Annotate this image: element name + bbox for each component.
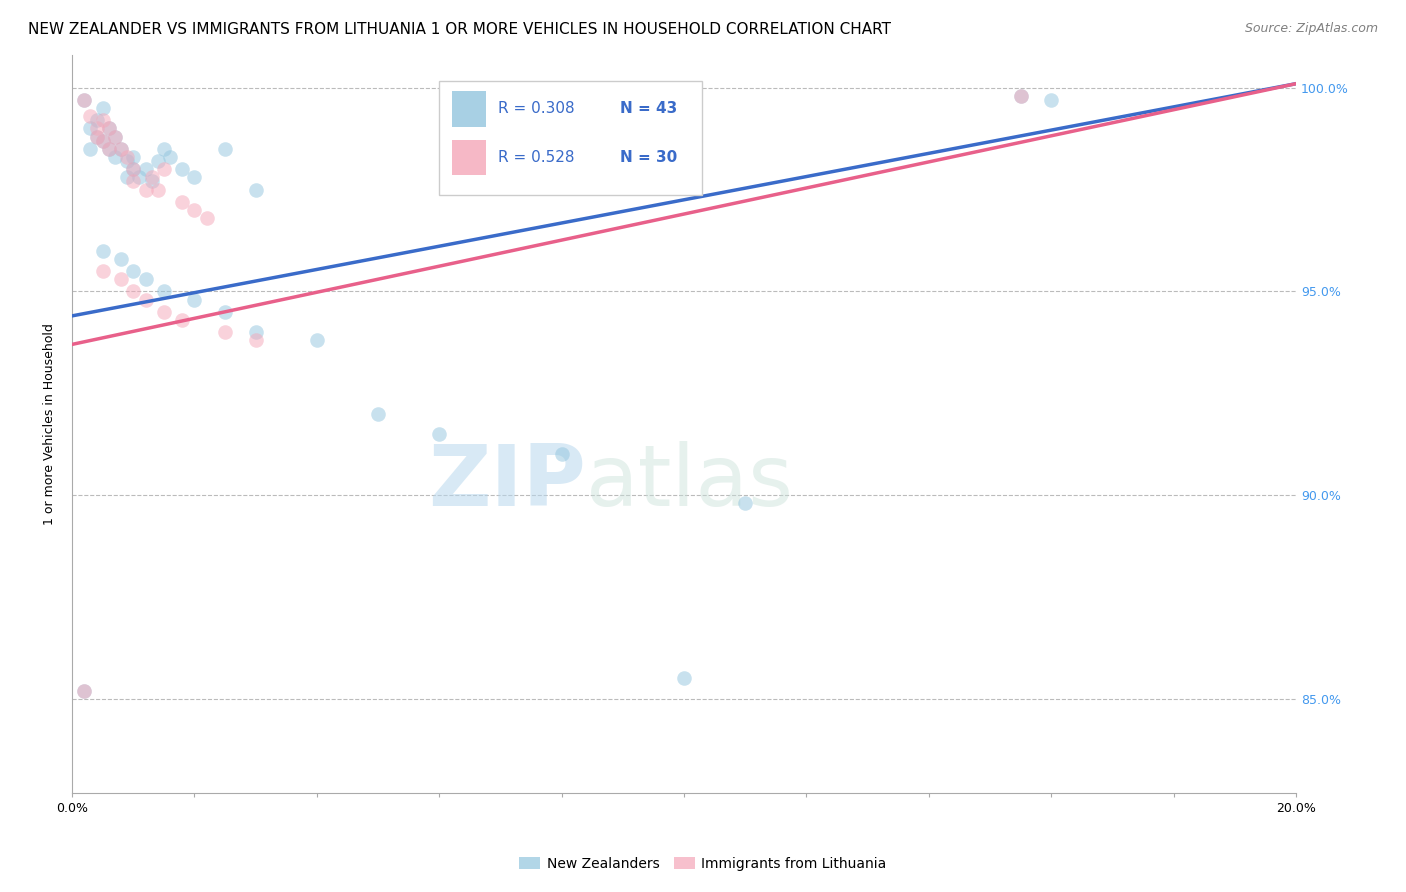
Text: R = 0.308: R = 0.308: [498, 102, 575, 117]
Point: [245, 183, 267, 197]
Point: [195, 211, 218, 226]
Text: Source: ZipAtlas.com: Source: ZipAtlas.com: [1244, 22, 1378, 36]
Point: [73, 683, 96, 698]
Point: [79, 142, 101, 156]
Point: [115, 150, 138, 164]
Text: N = 30: N = 30: [620, 150, 678, 165]
Point: [86, 121, 108, 136]
Point: [110, 272, 132, 286]
Point: [673, 672, 696, 686]
Point: [86, 129, 108, 144]
Legend: New Zealanders, Immigrants from Lithuania: New Zealanders, Immigrants from Lithuani…: [513, 851, 893, 876]
Point: [135, 293, 157, 307]
Point: [104, 150, 127, 164]
Point: [183, 170, 205, 185]
Point: [141, 170, 163, 185]
Point: [141, 174, 163, 188]
Point: [91, 134, 114, 148]
Point: [367, 407, 389, 421]
Point: [214, 305, 236, 319]
Point: [172, 313, 194, 327]
Text: R = 0.528: R = 0.528: [498, 150, 575, 165]
Point: [550, 447, 572, 461]
Point: [1040, 93, 1063, 107]
Point: [122, 150, 145, 164]
Point: [153, 162, 176, 177]
Point: [128, 170, 150, 185]
Text: N = 43: N = 43: [620, 102, 678, 117]
Point: [110, 252, 132, 266]
Point: [97, 142, 120, 156]
Point: [91, 134, 114, 148]
Point: [73, 93, 96, 107]
Point: [305, 334, 328, 348]
Point: [172, 194, 194, 209]
Point: [135, 183, 157, 197]
Text: ZIP: ZIP: [429, 442, 586, 524]
Bar: [451, 140, 486, 176]
Point: [183, 202, 205, 217]
Point: [245, 334, 267, 348]
Point: [91, 244, 114, 258]
Point: [245, 325, 267, 339]
Point: [122, 174, 145, 188]
Point: [135, 162, 157, 177]
Text: NEW ZEALANDER VS IMMIGRANTS FROM LITHUANIA 1 OR MORE VEHICLES IN HOUSEHOLD CORRE: NEW ZEALANDER VS IMMIGRANTS FROM LITHUAN…: [28, 22, 891, 37]
Point: [135, 272, 157, 286]
Point: [183, 293, 205, 307]
Point: [122, 162, 145, 177]
Point: [97, 121, 120, 136]
Point: [91, 264, 114, 278]
Point: [86, 113, 108, 128]
Point: [115, 170, 138, 185]
Point: [153, 142, 176, 156]
Point: [104, 129, 127, 144]
Point: [91, 113, 114, 128]
Point: [110, 142, 132, 156]
Point: [1010, 88, 1032, 103]
Point: [86, 129, 108, 144]
Point: [104, 129, 127, 144]
Point: [73, 93, 96, 107]
FancyBboxPatch shape: [439, 81, 703, 195]
Point: [91, 101, 114, 115]
Point: [79, 109, 101, 123]
Point: [115, 154, 138, 169]
Point: [172, 162, 194, 177]
Point: [153, 285, 176, 299]
Point: [122, 162, 145, 177]
Y-axis label: 1 or more Vehicles in Household: 1 or more Vehicles in Household: [44, 323, 56, 524]
Point: [153, 305, 176, 319]
Point: [97, 142, 120, 156]
Point: [1010, 88, 1032, 103]
Point: [146, 154, 169, 169]
Point: [214, 325, 236, 339]
Point: [122, 264, 145, 278]
Point: [214, 142, 236, 156]
Point: [734, 496, 756, 510]
Point: [97, 121, 120, 136]
Point: [79, 121, 101, 136]
Point: [73, 683, 96, 698]
Point: [427, 427, 450, 442]
Point: [146, 183, 169, 197]
Point: [110, 142, 132, 156]
Text: atlas: atlas: [586, 442, 794, 524]
Point: [159, 150, 181, 164]
Point: [122, 285, 145, 299]
Bar: [451, 91, 486, 127]
